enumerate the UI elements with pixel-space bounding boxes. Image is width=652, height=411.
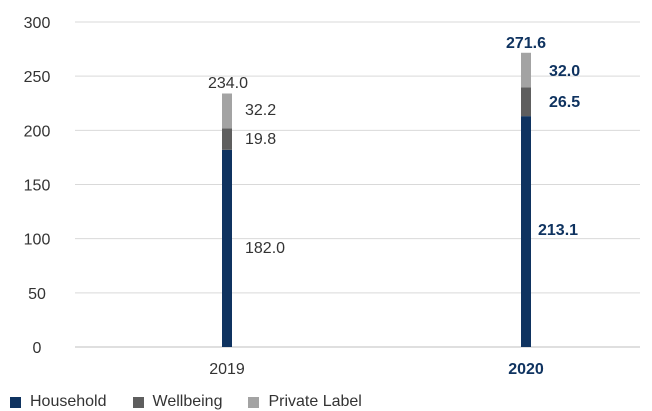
- y-tick-label: 100: [24, 232, 51, 249]
- y-tick-label: 300: [24, 15, 51, 32]
- bar-segment-household: [222, 149, 232, 347]
- legend-label: Wellbeing: [152, 393, 223, 410]
- chart-legend: Household Wellbeing Private Label: [10, 393, 388, 411]
- y-tick-label: 50: [28, 286, 46, 303]
- legend-item: Wellbeing: [132, 393, 223, 411]
- data-label: 32.0: [549, 63, 580, 80]
- bar-segment-private-label: [521, 52, 531, 88]
- x-tick-label: 2020: [508, 361, 544, 378]
- data-label: 32.2: [245, 102, 276, 119]
- stacked-bar-chart: 0 50 100 150 200 250 300 2019 2020 234.0 32.2 19.8 1…: [24, 15, 640, 378]
- data-label: 26.5: [549, 94, 580, 111]
- y-tick-label: 150: [24, 178, 51, 195]
- data-label: 19.8: [245, 131, 276, 148]
- legend-item: Household: [10, 393, 107, 411]
- legend-label: Private Label: [268, 393, 362, 410]
- data-label: 182.0: [245, 240, 285, 257]
- legend-swatch: [132, 396, 144, 408]
- bar-segment-household: [521, 116, 531, 348]
- bar-segment-private-label: [222, 93, 232, 129]
- bar-segment-wellbeing: [521, 87, 531, 117]
- data-label: 213.1: [538, 222, 578, 239]
- bar-segment-wellbeing: [222, 128, 232, 150]
- legend-label: Household: [30, 393, 107, 410]
- y-tick-label: 200: [24, 123, 51, 140]
- legend-swatch: [248, 396, 260, 408]
- x-tick-label: 2019: [209, 361, 245, 378]
- legend-item: Private Label: [248, 393, 362, 411]
- y-tick-label: 0: [33, 340, 42, 357]
- total-label: 234.0: [208, 75, 248, 92]
- legend-swatch: [10, 396, 21, 408]
- y-tick-label: 250: [24, 69, 51, 86]
- total-label: 271.6: [506, 35, 546, 52]
